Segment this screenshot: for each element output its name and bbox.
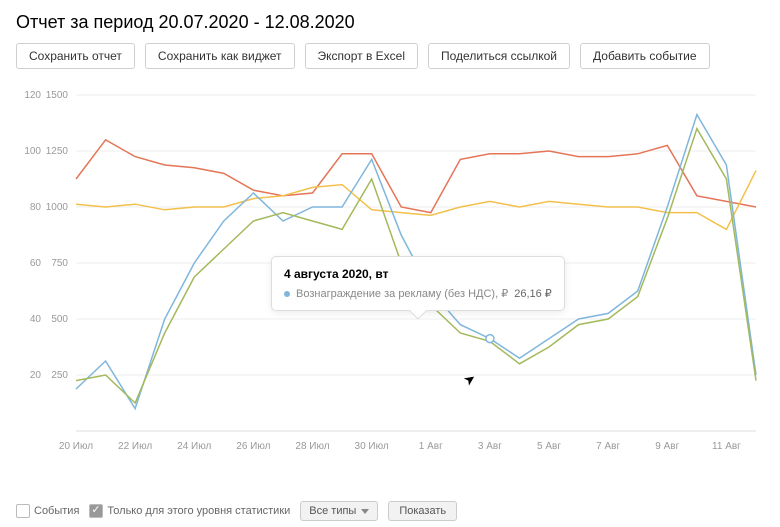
svg-text:20 Июл: 20 Июл [59,441,93,452]
checkbox-icon [16,504,30,518]
events-label: События [34,505,79,517]
show-button[interactable]: Показать [388,501,457,521]
save-widget-button[interactable]: Сохранить как виджет [145,43,295,69]
footer-controls: События Только для этого уровня статисти… [16,501,764,521]
save-report-button[interactable]: Сохранить отчет [16,43,135,69]
tooltip-series-value: 26,16 ₽ [514,287,552,300]
page-title: Отчет за период 20.07.2020 - 12.08.2020 [16,12,764,33]
svg-text:20: 20 [30,370,42,381]
svg-text:22 Июл: 22 Июл [118,441,152,452]
export-excel-button[interactable]: Экспорт в Excel [305,43,418,69]
svg-text:40: 40 [30,314,42,325]
tooltip-title: 4 августа 2020, вт [284,267,552,281]
tooltip-series-dot [284,291,290,297]
svg-text:60: 60 [30,258,42,269]
svg-text:1250: 1250 [46,146,69,157]
svg-text:120: 120 [24,90,41,101]
svg-text:1500: 1500 [46,90,69,101]
share-link-button[interactable]: Поделиться ссылкой [428,43,570,69]
toolbar: Сохранить отчет Сохранить как виджет Экс… [16,43,764,69]
svg-text:500: 500 [51,314,68,325]
checkbox-icon [89,504,103,518]
events-checkbox[interactable]: События [16,504,79,518]
svg-text:28 Июл: 28 Июл [295,441,329,452]
tooltip-series-label: Вознаграждение за рекламу (без НДС), ₽ [296,287,508,300]
only-level-checkbox[interactable]: Только для этого уровня статистики [89,504,290,518]
svg-text:3 Авг: 3 Авг [478,441,502,452]
only-level-label: Только для этого уровня статистики [107,505,290,517]
type-select[interactable]: Все типы [300,501,378,521]
svg-text:11 Авг: 11 Авг [712,441,741,452]
svg-text:1000: 1000 [46,202,69,213]
svg-text:1 Авг: 1 Авг [419,441,443,452]
chevron-down-icon [361,509,369,514]
svg-text:9 Авг: 9 Авг [655,441,679,452]
svg-text:5 Авг: 5 Авг [537,441,561,452]
type-select-label: Все типы [309,505,356,517]
svg-text:26 Июл: 26 Июл [236,441,270,452]
tooltip: 4 августа 2020, вт Вознаграждение за рек… [271,256,565,311]
svg-text:100: 100 [24,146,41,157]
svg-text:24 Июл: 24 Июл [177,441,211,452]
svg-text:7 Авг: 7 Авг [596,441,620,452]
svg-text:80: 80 [30,202,42,213]
add-event-button[interactable]: Добавить событие [580,43,710,69]
svg-text:250: 250 [51,370,68,381]
svg-text:30 Июл: 30 Июл [355,441,389,452]
chart-area[interactable]: 20 250 40 500 60 750 80 1000 100 1250 120 1500 20 Ию… [16,81,764,481]
svg-text:750: 750 [51,258,68,269]
